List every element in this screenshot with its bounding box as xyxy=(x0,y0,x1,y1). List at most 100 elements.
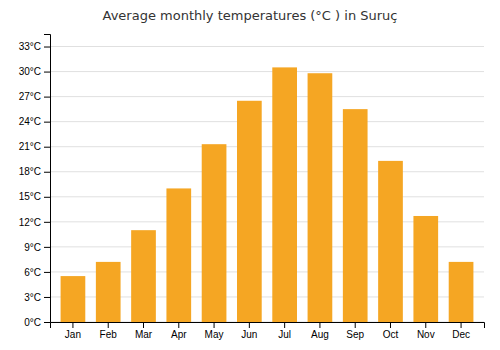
tick-label: May xyxy=(205,329,224,340)
tick-mark xyxy=(355,322,356,328)
tick-label: 24°C xyxy=(19,116,41,127)
tick-label: 33°C xyxy=(19,41,41,52)
tick-label: 18°C xyxy=(19,166,41,177)
grid-line xyxy=(50,171,484,172)
bars xyxy=(61,67,474,322)
tick-mark xyxy=(390,322,391,328)
x-tick: Mar xyxy=(135,322,153,340)
tick-mark xyxy=(461,322,462,328)
tick-mark xyxy=(72,322,73,328)
axis-line xyxy=(51,323,485,329)
plot: Jan Feb Mar Apr May Jun Jul Aug Sep Oct Nov Dec 0°C 3… xyxy=(19,35,485,341)
tick-label: Jun xyxy=(241,329,257,340)
tick-label: 15°C xyxy=(19,191,41,202)
tick-mark xyxy=(44,322,50,323)
tick-label: 3°C xyxy=(24,292,41,303)
tick-mark xyxy=(319,322,320,328)
tick-label: 9°C xyxy=(24,242,41,253)
x-tick: Apr xyxy=(171,322,187,340)
tick-label: Aug xyxy=(311,329,329,340)
x-tick: Nov xyxy=(417,322,435,340)
x-tick: Jul xyxy=(278,322,291,340)
tick-mark xyxy=(143,322,144,328)
y-tick: 0°C xyxy=(24,317,50,328)
y-tick: 6°C xyxy=(24,267,50,278)
x-tick: Sep xyxy=(346,322,364,340)
bar xyxy=(202,144,227,322)
y-tick: 9°C xyxy=(24,242,50,253)
tick-mark xyxy=(44,247,50,248)
y-tick: 27°C xyxy=(19,91,50,102)
tick-mark xyxy=(178,322,179,328)
tick-label: Nov xyxy=(417,329,435,340)
y-tick: 18°C xyxy=(19,166,50,177)
x-tick: Aug xyxy=(311,322,329,340)
x-tick: Feb xyxy=(100,322,118,340)
tick-label: Jul xyxy=(278,329,291,340)
axis-line xyxy=(44,35,51,323)
x-tick: Jun xyxy=(241,322,257,340)
bar xyxy=(272,67,297,322)
tick-mark xyxy=(44,172,50,173)
x-axis: Jan Feb Mar Apr May Jun Jul Aug Sep Oct Nov Dec xyxy=(51,322,485,340)
tick-mark xyxy=(44,197,50,198)
tick-mark xyxy=(44,97,50,98)
grid-line xyxy=(50,121,484,122)
bar xyxy=(413,216,438,322)
tick-label: 0°C xyxy=(24,317,41,328)
x-tick: Jan xyxy=(65,322,81,340)
tick-mark xyxy=(284,322,285,328)
tick-mark xyxy=(44,47,50,48)
chart: Jan Feb Mar Apr May Jun Jul Aug Sep Oct Nov Dec 0°C 3… xyxy=(0,0,500,350)
tick-label: 27°C xyxy=(19,91,41,102)
tick-mark xyxy=(214,322,215,328)
x-tick: Dec xyxy=(452,322,470,340)
y-tick: 24°C xyxy=(19,116,50,127)
tick-label: Jan xyxy=(65,329,81,340)
tick-label: Feb xyxy=(100,329,118,340)
tick-label: Sep xyxy=(346,329,364,340)
tick-mark xyxy=(44,272,50,273)
bar xyxy=(449,262,474,322)
y-tick: 15°C xyxy=(19,191,50,202)
y-tick: 30°C xyxy=(19,66,50,77)
y-tick: 12°C xyxy=(19,217,50,228)
tick-label: Apr xyxy=(171,329,187,340)
y-tick: 3°C xyxy=(24,292,50,303)
bar xyxy=(131,230,156,322)
tick-label: Oct xyxy=(383,329,399,340)
grid-line xyxy=(50,196,484,197)
y-tick: 33°C xyxy=(19,41,50,52)
grid-line xyxy=(50,96,484,97)
tick-label: Mar xyxy=(135,329,153,340)
tick-label: 30°C xyxy=(19,66,41,77)
tick-mark xyxy=(44,147,50,148)
tick-mark xyxy=(44,297,50,298)
tick-label: 21°C xyxy=(19,141,41,152)
tick-mark xyxy=(44,72,50,73)
x-tick: May xyxy=(205,322,224,340)
tick-mark xyxy=(108,322,109,328)
y-tick: 21°C xyxy=(19,141,50,152)
grid-line xyxy=(50,71,484,72)
bar xyxy=(166,188,191,322)
tick-mark xyxy=(44,122,50,123)
tick-label: 12°C xyxy=(19,217,41,228)
tick-mark xyxy=(44,222,50,223)
tick-mark xyxy=(249,322,250,328)
bar xyxy=(343,109,368,322)
grid xyxy=(50,47,484,322)
bar xyxy=(61,276,86,322)
tick-label: 6°C xyxy=(24,267,41,278)
bar xyxy=(237,101,262,322)
tick-label: Dec xyxy=(452,329,470,340)
bar xyxy=(378,161,403,322)
y-axis: 0°C 3°C 6°C 9°C 12°C 15°C 18°C 21°C 24°C 27°C 30°C… xyxy=(19,35,51,328)
bar xyxy=(308,73,333,322)
x-tick: Oct xyxy=(383,322,399,340)
grid-line xyxy=(50,146,484,147)
tick-mark xyxy=(425,322,426,328)
grid-line xyxy=(50,46,484,47)
title: Average monthly temperatures (°C ) in Su… xyxy=(103,8,398,23)
bar xyxy=(96,262,121,322)
